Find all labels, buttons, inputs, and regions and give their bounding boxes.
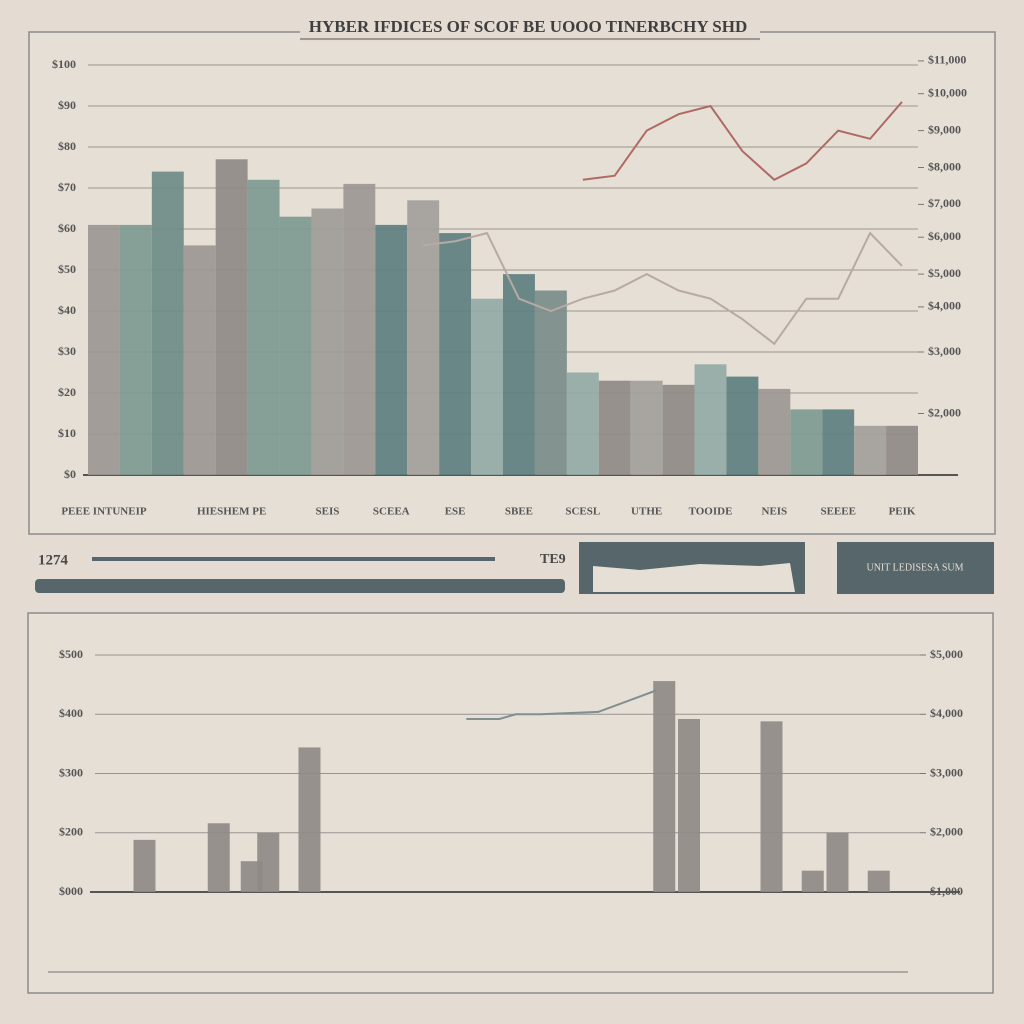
y2-tick-label: $10,000 [928, 85, 967, 99]
y2-tick-label: $3,000 [928, 344, 961, 358]
bar [207, 823, 230, 892]
y-tick-label: $80 [58, 139, 76, 153]
bar [760, 721, 783, 892]
chart-title: HYBER IFDICES OF SCOF BE UOOO TINERBCHY … [309, 17, 747, 36]
control-value: 1274 [38, 552, 69, 568]
y-tick-label: $90 [58, 98, 76, 112]
bar [854, 425, 887, 475]
y2-tick-label: $5,000 [930, 647, 963, 661]
bar [151, 171, 184, 475]
bar [694, 364, 727, 475]
bar [822, 409, 855, 475]
y-tick-label: $400 [59, 706, 83, 720]
x-tick-label: TOOIDE [689, 506, 733, 518]
x-tick-label: SBEE [505, 506, 533, 518]
bar [503, 274, 535, 475]
y2-tick-label: $8,000 [928, 159, 961, 173]
bar [343, 183, 376, 475]
y2-tick-label: $3,000 [930, 765, 963, 779]
title-backdrop [300, 16, 760, 42]
y-tick-label: $300 [59, 765, 83, 779]
y-tick-label: $40 [58, 303, 76, 317]
bar [133, 839, 156, 892]
bar [439, 233, 472, 475]
bar [215, 159, 248, 476]
y2-tick-label: $7,000 [928, 196, 961, 210]
y-tick-label: $000 [59, 884, 83, 898]
y2-tick-label: $2,000 [928, 405, 961, 419]
y2-tick-label: $4,000 [930, 706, 963, 720]
control-value: TE9 [540, 552, 566, 567]
x-tick-label: SEIS [315, 506, 339, 518]
bar [279, 216, 312, 475]
y-tick-label: $60 [58, 221, 76, 235]
y2-tick-label: $1,000 [930, 884, 963, 898]
bar [678, 718, 700, 892]
bottom-panel [27, 612, 994, 994]
x-tick-label: SCESL [565, 506, 600, 518]
x-tick-label: SEEEE [820, 506, 855, 518]
bar [662, 384, 695, 475]
x-tick-label: PEEE INTUNEIP [61, 506, 147, 518]
bar [790, 409, 823, 475]
x-tick-label: PEIK [889, 506, 916, 518]
bar [630, 380, 663, 475]
bar [298, 747, 321, 892]
bar [257, 832, 280, 892]
progress-bar [35, 579, 565, 593]
y-tick-label: $70 [58, 180, 76, 194]
line-series [423, 231, 903, 346]
y-tick-label: $50 [58, 262, 76, 276]
bar [183, 245, 216, 475]
x-tick-label: HIESHEM PE [197, 506, 266, 518]
y2-tick-label: $5,000 [928, 266, 961, 280]
button[interactable] [837, 542, 994, 594]
bar [867, 870, 890, 892]
bar [826, 832, 849, 892]
bar [653, 681, 676, 892]
x-tick-label: NEIS [762, 506, 788, 518]
x-tick-label: ESE [445, 506, 466, 518]
line-series [582, 101, 903, 182]
bar [566, 372, 599, 475]
y2-tick-label: $11,000 [928, 53, 966, 67]
y2-tick-label: $4,000 [928, 299, 961, 313]
bar [119, 224, 152, 475]
bar [886, 425, 918, 475]
bar [534, 290, 567, 475]
x-tick-label: SCEEA [373, 506, 410, 518]
y2-tick-label: $2,000 [930, 825, 963, 839]
bar [247, 179, 280, 476]
y-tick-label: $30 [58, 344, 76, 358]
y2-tick-label: $6,000 [928, 229, 961, 243]
y-tick-label: $100 [52, 57, 76, 71]
y-tick-label: $10 [58, 426, 76, 440]
slider-track[interactable] [92, 557, 495, 561]
bar [598, 380, 631, 475]
y-tick-label: $0 [64, 467, 76, 481]
line-series [466, 689, 657, 720]
y-tick-label: $20 [58, 385, 76, 399]
bar [726, 376, 759, 475]
button-label[interactable]: UNIT LEDISESA SUM [866, 562, 963, 573]
bar [311, 208, 344, 475]
bar [407, 200, 440, 476]
bar [801, 870, 824, 892]
bar [88, 224, 120, 475]
bar [758, 388, 791, 475]
bar [375, 224, 408, 475]
bar [471, 298, 503, 475]
y2-tick-label: $9,000 [928, 122, 961, 136]
preview-shape [593, 563, 795, 592]
x-tick-label: UTHE [631, 506, 662, 518]
y-tick-label: $200 [59, 825, 83, 839]
y-tick-label: $500 [59, 647, 83, 661]
